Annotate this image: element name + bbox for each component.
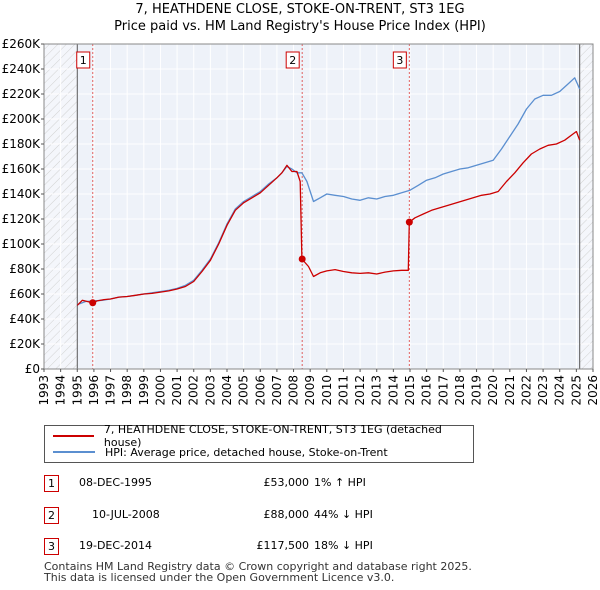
y-tick-label: £120K — [2, 212, 42, 226]
transaction-row: 3 19-DEC-2014 £117,500 18% ↓ HPI — [44, 538, 544, 556]
y-tick-label: £220K — [2, 87, 42, 101]
x-tick-label: 1995 — [70, 375, 84, 406]
x-tick-label: 2022 — [519, 375, 533, 406]
transaction-price: £88,000 — [263, 508, 310, 521]
sale-point — [298, 255, 306, 263]
x-tick-label: 1993 — [37, 375, 51, 406]
x-tick-label: 1994 — [54, 375, 68, 406]
price-chart: 1 2 3 £0 £20K £40K £60K £80K £100K £120K £140K £160… — [2, 37, 600, 406]
x-tick-label: 2026 — [586, 375, 600, 406]
plot-frame — [43, 43, 594, 370]
transaction-date: 08-DEC-1995 — [79, 476, 153, 489]
x-tick-label: 1998 — [120, 375, 134, 406]
transaction-price: £117,500 — [256, 539, 310, 552]
y-tick-label: £140K — [2, 187, 42, 201]
sale-number-box — [392, 51, 407, 69]
sale-point — [405, 218, 413, 226]
sale-number-box — [76, 51, 91, 69]
legend-item-hpi: HPI: Average price, detached house, Stok… — [53, 445, 388, 459]
x-tick-label: 2017 — [436, 375, 450, 406]
x-tick-label: 2005 — [237, 375, 251, 406]
x-tick-label: 2015 — [403, 375, 417, 406]
legend-label-property: 7, HEATHDENE CLOSE, STOKE-ON-TRENT, ST3 … — [103, 423, 442, 449]
transaction-date: 10-JUL-2008 — [92, 508, 160, 521]
sale-point — [89, 299, 97, 307]
transaction-number: 3 — [44, 538, 59, 555]
property-price-line — [76, 130, 581, 306]
transaction-date: 19-DEC-2014 — [79, 539, 153, 552]
legend-line-hpi — [53, 451, 95, 453]
transaction-number: 2 — [44, 507, 59, 524]
x-tick-label: 2024 — [553, 375, 567, 406]
x-tick-label: 2018 — [453, 375, 467, 406]
sale-number-box — [285, 51, 300, 69]
footer: Contains HM Land Registry data © Crown c… — [44, 561, 472, 583]
hatched-region — [579, 44, 593, 369]
y-tick-label: £160K — [2, 162, 42, 176]
transaction-number: 1 — [44, 475, 59, 492]
x-tick-label: 2013 — [370, 375, 384, 406]
x-tick-label: 1999 — [137, 375, 151, 406]
legend-item-property: 7, HEATHDENE CLOSE, STOKE-ON-TRENT, ST3 … — [53, 423, 473, 449]
y-tick-label: £0 — [25, 362, 40, 376]
x-tick-label: 2001 — [170, 375, 184, 406]
plot-background — [44, 44, 593, 369]
transaction-hpi: 1% ↑ HPI — [314, 476, 366, 489]
x-tick-label: 2020 — [486, 375, 500, 406]
x-tick-label: 2021 — [503, 375, 517, 406]
x-tick-label: 2008 — [287, 375, 301, 406]
x-tick-label: 2011 — [336, 375, 350, 406]
sale-number-label: 3 — [396, 54, 403, 67]
x-tick-label: 2006 — [253, 375, 267, 406]
x-tick-label: 2019 — [470, 375, 484, 406]
hatched-region-tint — [579, 44, 593, 369]
footer-licence: This data is licensed under the Open Gov… — [44, 571, 395, 584]
x-tick-label: 2007 — [270, 375, 284, 406]
y-tick-label: £180K — [2, 137, 42, 151]
y-tick-label: £100K — [2, 237, 42, 251]
y-tick-label: £40K — [9, 312, 41, 326]
x-tick-label: 2010 — [320, 375, 334, 406]
y-tick-label: £80K — [9, 262, 41, 276]
transaction-row: 2 10-JUL-2008 £88,000 44% ↓ HPI — [44, 507, 544, 525]
transaction-price: £53,000 — [263, 476, 310, 489]
y-tick-label: £240K — [2, 62, 42, 76]
transaction-row: 1 08-DEC-1995 £53,000 1% ↑ HPI — [44, 475, 544, 493]
x-tick-label: 2025 — [569, 375, 583, 406]
y-tick-label: £260K — [2, 37, 42, 51]
transaction-hpi: 44% ↓ HPI — [314, 508, 373, 521]
x-tick-label: 2000 — [153, 375, 167, 406]
chart-title: 7, HEATHDENE CLOSE, STOKE-ON-TRENT, ST3 … — [135, 2, 465, 17]
legend-line-property — [53, 435, 94, 437]
x-tick-label: 2009 — [303, 375, 317, 406]
y-tick-label: £200K — [2, 112, 42, 126]
y-tick-label: £20K — [9, 337, 41, 351]
x-tick-label: 2014 — [386, 375, 400, 406]
x-tick-label: 2012 — [353, 375, 367, 406]
x-tick-label: 2023 — [536, 375, 550, 406]
sale-number-label: 1 — [80, 54, 87, 67]
x-tick-label: 1997 — [104, 375, 118, 406]
legend-label-hpi: HPI: Average price, detached house, Stok… — [105, 445, 388, 459]
sale-number-label: 2 — [289, 54, 296, 67]
chart-subtitle: Price paid vs. HM Land Registry's House … — [114, 19, 486, 34]
x-tick-label: 2002 — [187, 375, 201, 406]
transaction-hpi: 18% ↓ HPI — [314, 539, 373, 552]
legend: 7, HEATHDENE CLOSE, STOKE-ON-TRENT, ST3 … — [44, 423, 474, 463]
y-tick-label: £60K — [9, 287, 41, 301]
footer-copyright: Contains HM Land Registry data © Crown c… — [44, 560, 472, 573]
x-tick-label: 2003 — [203, 375, 217, 406]
x-tick-label: 2004 — [220, 375, 234, 406]
x-tick-label: 1996 — [87, 375, 101, 406]
x-tick-label: 2016 — [420, 375, 434, 406]
